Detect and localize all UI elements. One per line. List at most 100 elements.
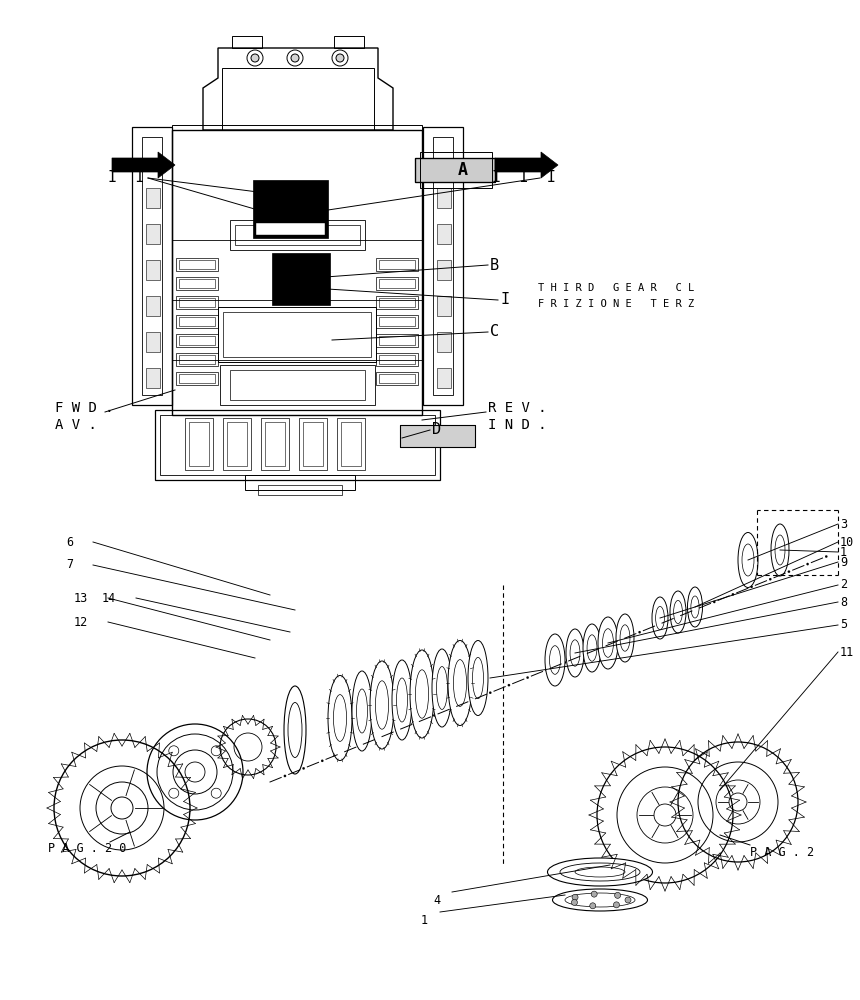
Circle shape (807, 563, 808, 565)
Text: 14: 14 (101, 591, 116, 604)
Ellipse shape (432, 649, 452, 727)
Circle shape (638, 631, 641, 633)
Ellipse shape (453, 660, 467, 706)
Text: A: A (458, 161, 468, 179)
Bar (334, 36, 364, 48)
Bar (433, 137, 453, 395)
Bar (218, 307, 376, 362)
Ellipse shape (328, 676, 352, 760)
Bar (376, 372, 418, 385)
Text: 7: 7 (66, 558, 73, 572)
Ellipse shape (472, 657, 483, 699)
Circle shape (545, 669, 548, 671)
Ellipse shape (352, 671, 372, 751)
Bar (379, 355, 415, 364)
Bar (265, 422, 285, 466)
Circle shape (452, 707, 454, 709)
Bar (146, 188, 160, 208)
Circle shape (526, 676, 529, 679)
Circle shape (489, 692, 491, 694)
Ellipse shape (655, 606, 665, 630)
Bar (227, 422, 247, 466)
Bar (272, 253, 330, 305)
Ellipse shape (396, 678, 408, 722)
Bar (155, 410, 440, 480)
Bar (261, 418, 289, 470)
Text: T H I R D   G E A R   C L: T H I R D G E A R C L (538, 283, 694, 293)
Bar (337, 418, 365, 470)
Text: 5: 5 (840, 618, 847, 632)
Ellipse shape (548, 858, 653, 886)
Bar (437, 260, 451, 280)
Bar (176, 353, 218, 366)
Ellipse shape (545, 634, 565, 686)
Text: D: D (432, 422, 441, 438)
Bar (172, 130, 422, 415)
Circle shape (694, 608, 697, 611)
Bar (253, 180, 328, 238)
Text: 11: 11 (840, 646, 854, 658)
Ellipse shape (437, 667, 447, 709)
Circle shape (732, 593, 734, 596)
Circle shape (590, 903, 596, 909)
Circle shape (284, 775, 286, 777)
Bar (235, 225, 360, 245)
Text: 6: 6 (66, 536, 73, 548)
Ellipse shape (570, 640, 580, 666)
Bar (437, 296, 451, 316)
Bar (146, 260, 160, 280)
Ellipse shape (738, 532, 758, 587)
Bar (376, 334, 418, 347)
Circle shape (251, 54, 259, 62)
Bar (220, 365, 375, 405)
Circle shape (572, 894, 578, 900)
Circle shape (615, 892, 621, 898)
Ellipse shape (587, 635, 597, 661)
Bar (146, 224, 160, 244)
Circle shape (433, 714, 435, 717)
Circle shape (620, 639, 622, 641)
Circle shape (676, 616, 679, 618)
Bar (146, 368, 160, 388)
Bar (379, 279, 415, 288)
Bar (176, 258, 218, 271)
Circle shape (591, 891, 597, 897)
Ellipse shape (598, 617, 618, 669)
Ellipse shape (552, 889, 648, 911)
Bar (379, 336, 415, 345)
Circle shape (751, 586, 752, 588)
Ellipse shape (410, 650, 434, 738)
Circle shape (507, 684, 510, 686)
Ellipse shape (616, 614, 634, 662)
Ellipse shape (771, 524, 789, 576)
Circle shape (582, 654, 585, 656)
Circle shape (336, 54, 344, 62)
Bar (176, 296, 218, 309)
Bar (376, 277, 418, 290)
Bar (245, 475, 355, 490)
Bar (176, 315, 218, 328)
Circle shape (415, 722, 417, 724)
Text: A V .: A V . (55, 418, 97, 432)
Ellipse shape (687, 587, 703, 627)
Bar (299, 418, 327, 470)
Ellipse shape (468, 641, 488, 716)
Ellipse shape (691, 596, 699, 618)
Circle shape (359, 744, 361, 747)
Text: B: B (490, 257, 499, 272)
Ellipse shape (673, 600, 682, 624)
Bar (179, 260, 215, 269)
Ellipse shape (550, 646, 561, 674)
Ellipse shape (566, 629, 584, 677)
Ellipse shape (742, 544, 754, 576)
Text: I: I (500, 292, 509, 308)
Bar (223, 418, 251, 470)
Circle shape (601, 646, 604, 649)
Bar (179, 336, 215, 345)
Circle shape (377, 737, 379, 739)
Circle shape (571, 899, 577, 905)
Text: I  I  I: I I I (492, 170, 556, 186)
Ellipse shape (392, 660, 412, 740)
Bar (176, 372, 218, 385)
Ellipse shape (288, 702, 302, 758)
